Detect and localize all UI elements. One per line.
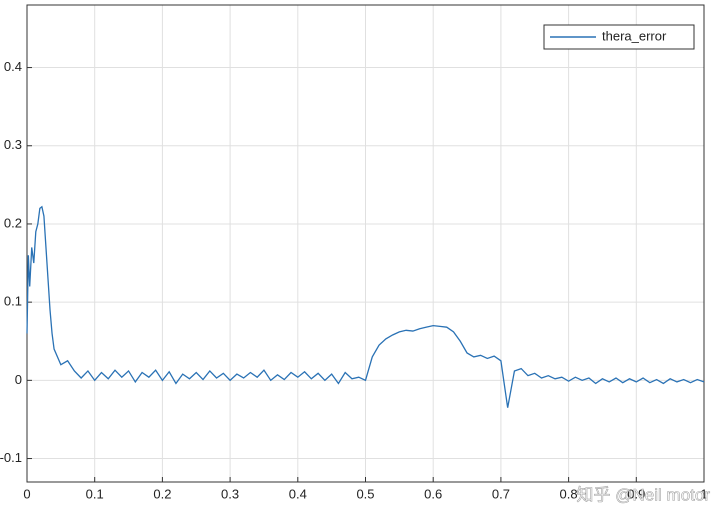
y-tick-label: 0.1 [4, 294, 22, 309]
x-tick-label: 0.4 [289, 486, 307, 501]
x-tick-label: 0.1 [86, 486, 104, 501]
x-tick-label: 0.8 [560, 486, 578, 501]
axes-frame [26, 4, 705, 483]
x-tick-label: 0 [23, 486, 30, 501]
y-tick-label: -0.1 [0, 450, 22, 465]
legend-label: thera_error [602, 28, 667, 43]
x-tick-label: 0.5 [356, 486, 374, 501]
watermark: 知乎 @Neil motor [577, 485, 711, 504]
x-tick-label: 0.3 [221, 486, 239, 501]
x-tick-label: 0.2 [153, 486, 171, 501]
x-tick-label: 1 [700, 486, 707, 501]
y-tick-label: 0.2 [4, 215, 22, 230]
x-tick-label: 0.7 [492, 486, 510, 501]
x-tick-label: 0.9 [627, 486, 645, 501]
data-line [26, 205, 705, 408]
x-tick-label: 0.6 [424, 486, 442, 501]
y-tick-label: 0.3 [4, 137, 22, 152]
y-tick-label: 0 [15, 372, 22, 387]
y-tick-label: 0.4 [4, 59, 22, 74]
